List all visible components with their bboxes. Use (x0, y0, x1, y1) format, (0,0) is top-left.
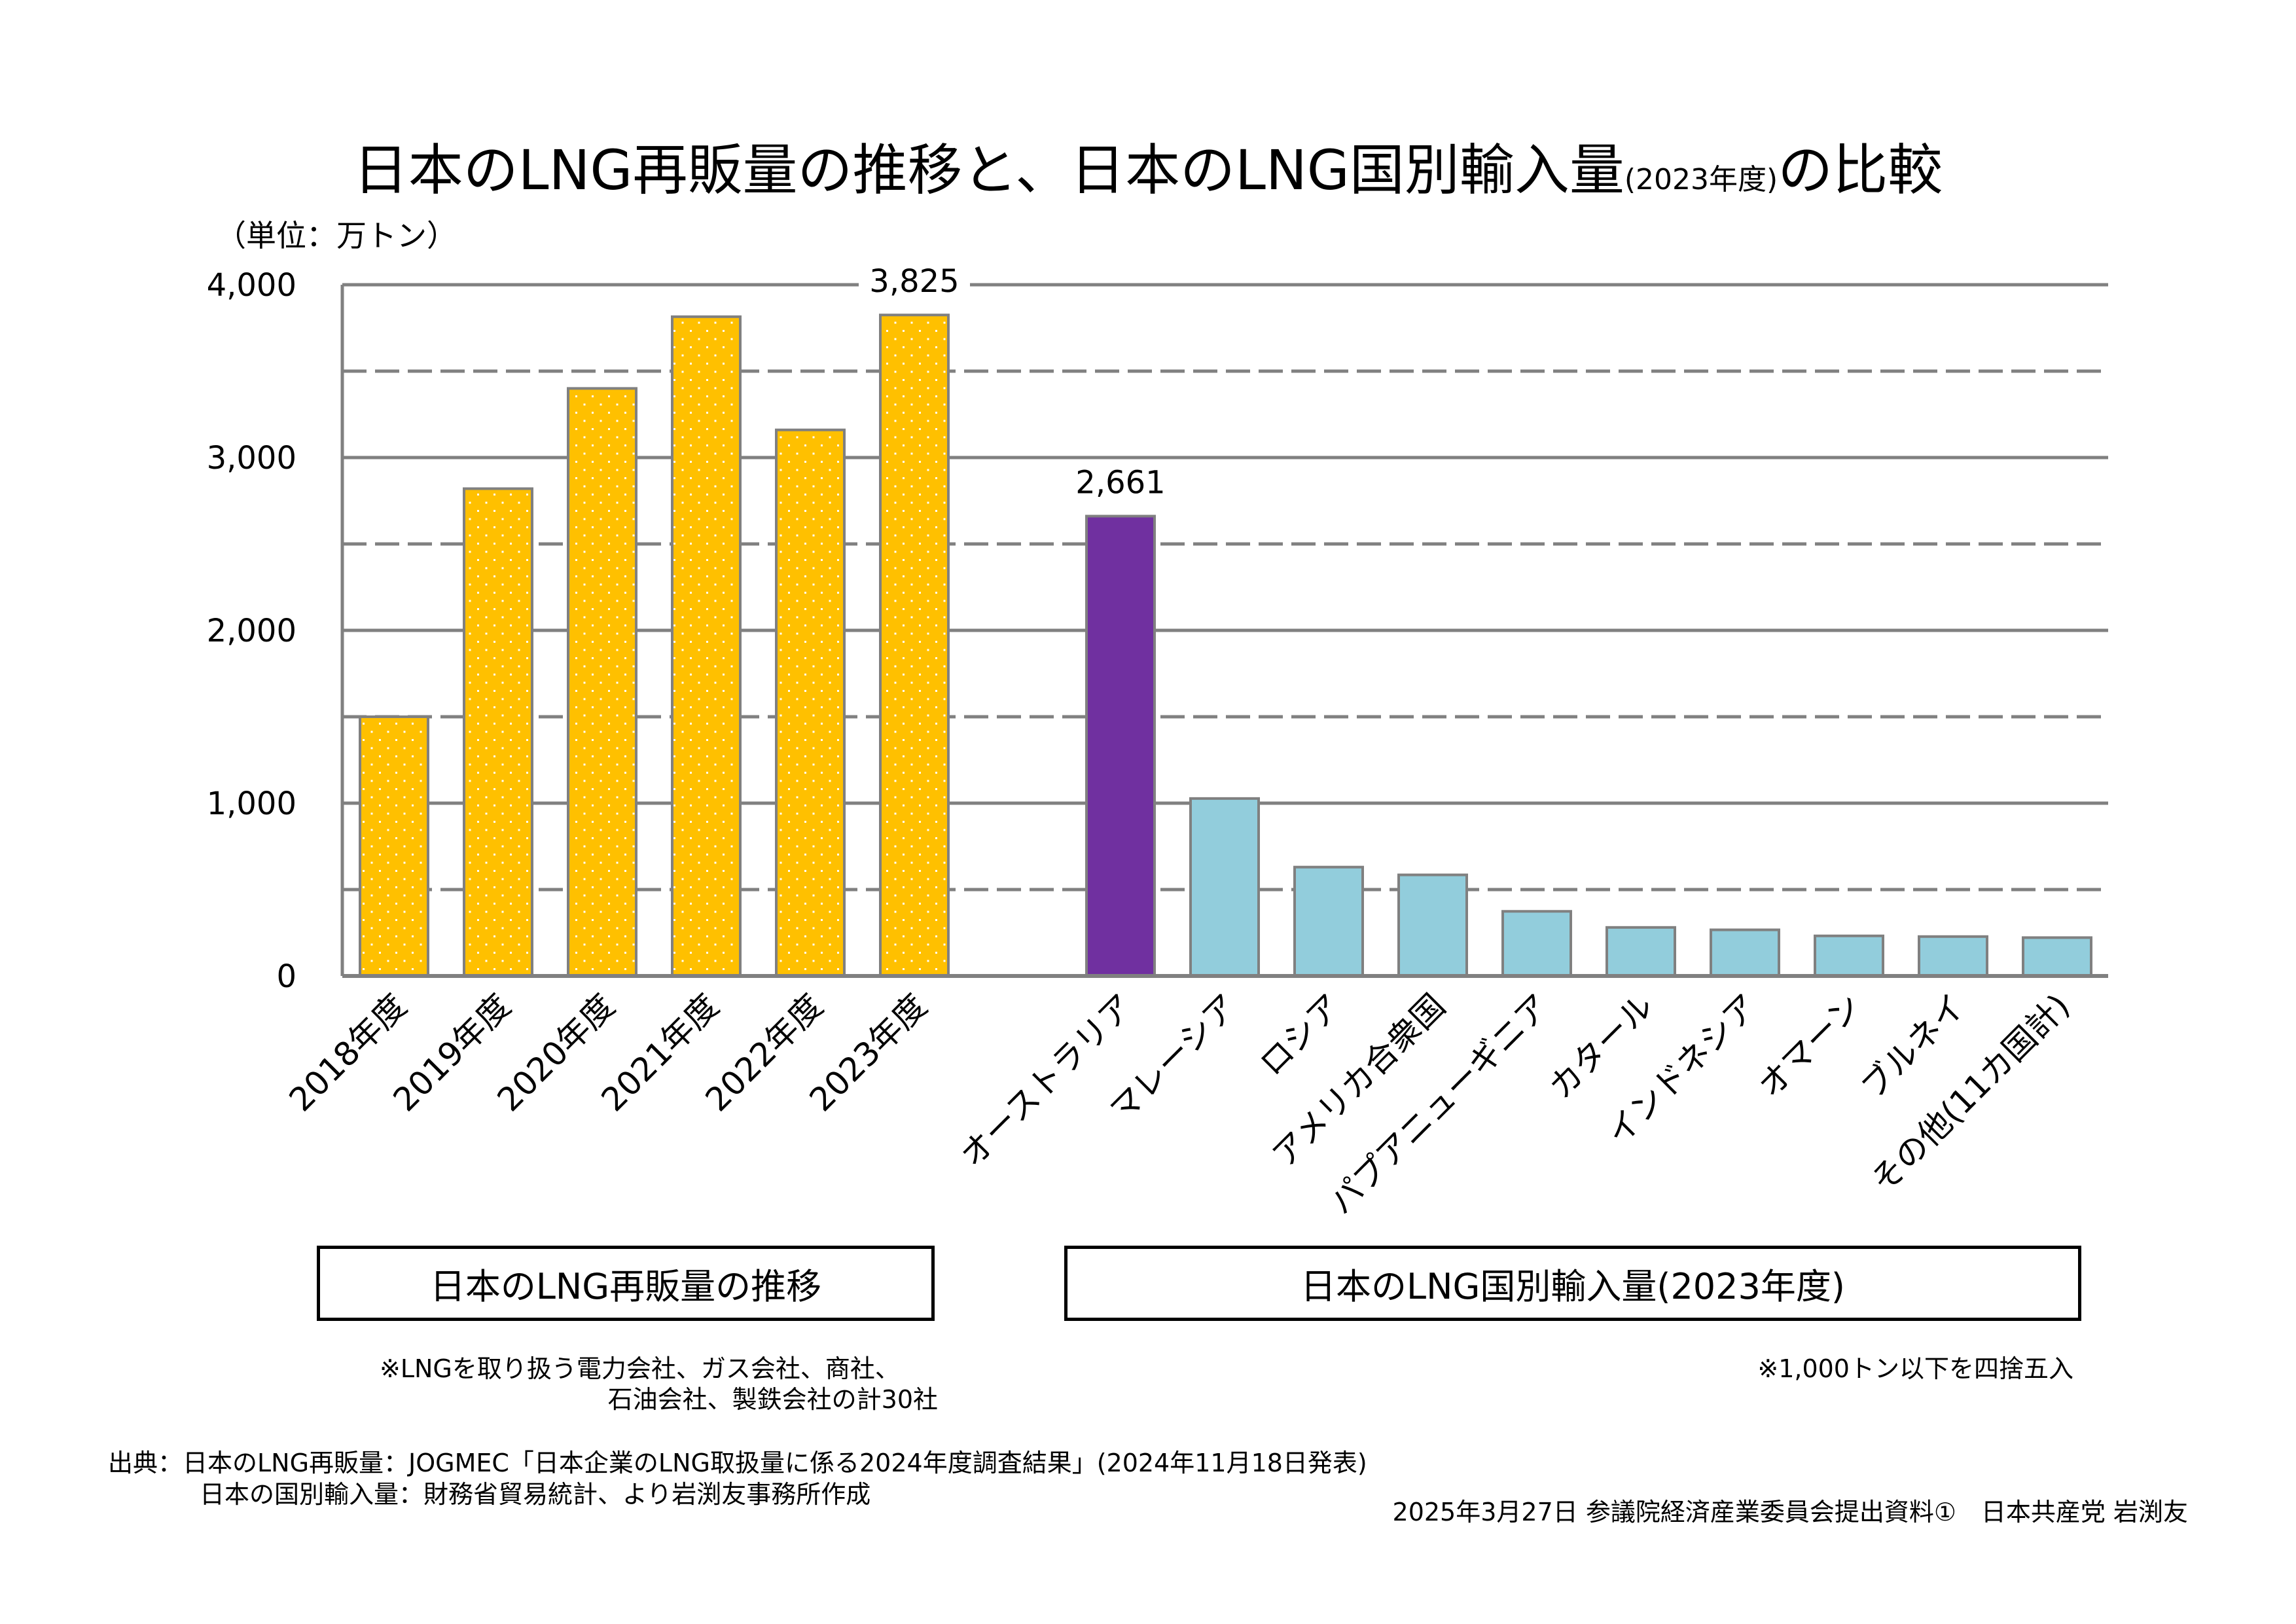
x-category-label: ロシア (1252, 986, 1348, 1083)
data-label-bg (1065, 465, 1176, 503)
resale-bar (879, 314, 950, 977)
y-tick-label: 3,000 (207, 440, 296, 477)
source-line2: 日本の国別輸入量：財務省貿易統計、より岩渕友事務所作成 (200, 1480, 871, 1509)
import-bar (1397, 873, 1468, 978)
y-tick-label: 0 (276, 958, 296, 995)
resale-bar (359, 715, 429, 977)
source-line1: 出典：日本のLNG再販量：JOGMEC「日本企業のLNG取扱量に係る2024年度… (108, 1449, 1367, 1477)
import-bar (1501, 910, 1572, 978)
data-label: 3,825 (869, 263, 959, 300)
x-category-label: オーストラリア (953, 986, 1141, 1174)
import-bar (2022, 936, 2092, 977)
import-bar (1189, 797, 1260, 977)
data-label: 2,661 (1075, 464, 1165, 501)
footer-credit: 2025年3月27日 参議院経済産業委員会提出資料① 日本共産党 岩渕友 (1392, 1498, 2188, 1526)
resale-bar (567, 387, 637, 977)
group-box-resale: 日本のLNG再販量の推移 (317, 1246, 935, 1321)
import-bar (1293, 865, 1364, 978)
group-box-imports: 日本のLNG国別輸入量(2023年度) (1064, 1246, 2081, 1321)
chart-title: 日本のLNG再販量の推移と、日本のLNG国別輸入量(2023年度)の比較 (0, 134, 2296, 216)
import-bar (1605, 926, 1676, 978)
note-resale-line1: ※LNGを取り扱う電力会社、ガス会社、商社、 (380, 1354, 900, 1383)
import-bar (1710, 928, 1780, 977)
resale-bar (775, 428, 846, 977)
title-year: (2023年度) (1624, 163, 1778, 196)
title-main-1: 日本のLNG再販量の推移と、日本のLNG国別輸入量 (353, 138, 1624, 202)
note-resale-line2: 石油会社、製鉄会社の計30社 (607, 1385, 938, 1414)
axes (340, 285, 2108, 978)
resale-bar (671, 315, 742, 977)
bars (359, 314, 2092, 978)
import-bar (1085, 514, 1156, 977)
x-category-label: その他(11カ国計) (1864, 986, 2077, 1200)
y-tick-label: 4,000 (207, 267, 296, 304)
title-main-2: の比較 (1778, 138, 1943, 202)
note-imports: ※1,000トン以下を四捨五入 (1757, 1354, 2073, 1383)
import-bar (1918, 935, 1988, 977)
y-tick-label: 1,000 (207, 785, 296, 822)
data-label-bg (859, 264, 970, 302)
import-bar (1814, 934, 1884, 977)
x-category-label: オマーン (1751, 986, 1869, 1105)
unit-label: （単位：万トン） (216, 218, 457, 253)
y-tick-label: 2,000 (207, 613, 296, 649)
resale-bar (463, 487, 533, 977)
